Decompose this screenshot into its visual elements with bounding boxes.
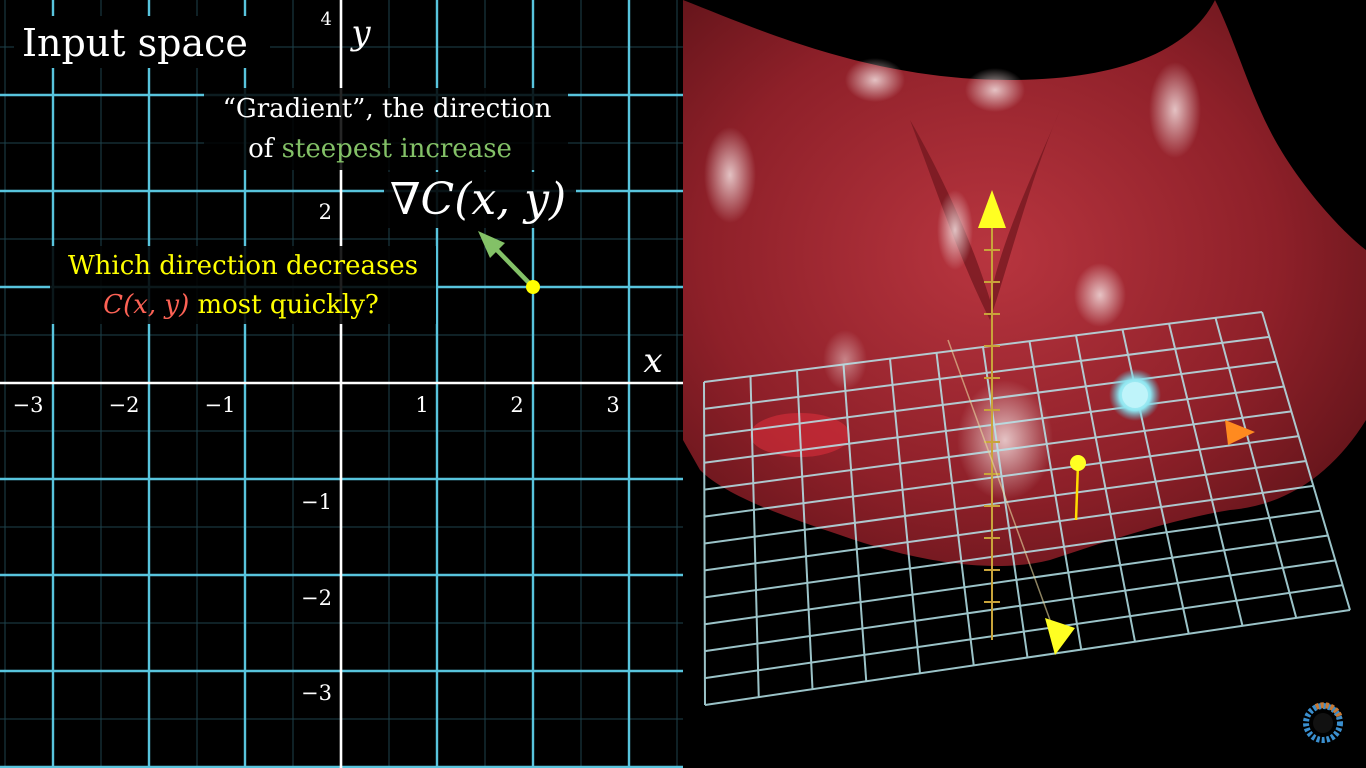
down-arrowhead [1045,618,1075,655]
question-function: C(x, y) [103,290,189,320]
gradient-formula: ∇C(x, y) [390,174,566,225]
surface-highlight [957,380,1053,500]
orange-arrowhead [1225,420,1255,445]
surface-highlight [937,190,973,270]
surface-highlight [704,127,756,223]
surface-highlight [1149,62,1201,158]
input-space-panel: −3 −2 −1 1 2 3 4 2 −1 −2 −3 y x Input sp… [0,0,683,768]
y-tick-2: 2 [319,200,332,224]
surface-highlight [823,330,867,390]
glow-ball [1122,382,1148,408]
x-tick-neg3: −3 [13,393,44,417]
gradient-arrow-shaft [492,245,535,289]
y-tick-neg2: −2 [301,586,332,610]
panel-title: Input space [22,21,248,65]
question-line1: Which direction decreases [68,251,418,281]
x-axis-3d [947,339,1051,621]
floor-grid-line [704,609,1351,706]
y-tick-neg1: −1 [301,490,332,514]
gradient-caption-prefix: of [248,134,282,164]
title-backdrop [14,16,270,68]
surface-highlight [845,58,905,102]
y-axis-label: y [349,13,371,53]
surface-shading [683,0,1215,80]
x-tick-neg1: −1 [205,393,236,417]
question-suffix: most quickly? [189,290,379,320]
floor-grid-line [1261,311,1351,611]
gradient-caption-highlight: steepest increase [282,134,512,164]
gradient-caption-line1: “Gradient”, the direction [223,94,552,124]
x-tick-1: 1 [415,393,428,417]
z-axis-ticks [984,249,1000,603]
y-tick-4: 4 [321,9,332,30]
y-tick-neg3: −3 [301,681,332,705]
gradient-arrow-head [478,231,505,258]
floor-grid-line [1214,317,1298,619]
x-tick-3: 3 [606,393,619,417]
z-axis-arrowhead [978,190,1006,228]
x-axis-label: x [643,341,662,381]
current-point [526,280,540,294]
surface-highlight [1074,263,1126,327]
surface-3d-panel [683,0,1366,768]
floor-grid-line [704,559,1336,653]
surface-point [1070,455,1086,471]
logo-icon [1303,702,1343,743]
surface-highlight [965,68,1025,112]
point-stem [1074,463,1080,521]
x-tick-2: 2 [510,393,523,417]
floor-grid-line [704,584,1343,680]
gradient-caption-line2: of steepest increase [248,134,512,164]
floor-grid [703,311,1351,706]
formula-backdrop [384,172,576,228]
question-line2: C(x, y) most quickly? [103,290,379,320]
caption-backdrop [204,88,568,170]
question-backdrop [50,246,436,324]
x-tick-neg2: −2 [109,393,140,417]
